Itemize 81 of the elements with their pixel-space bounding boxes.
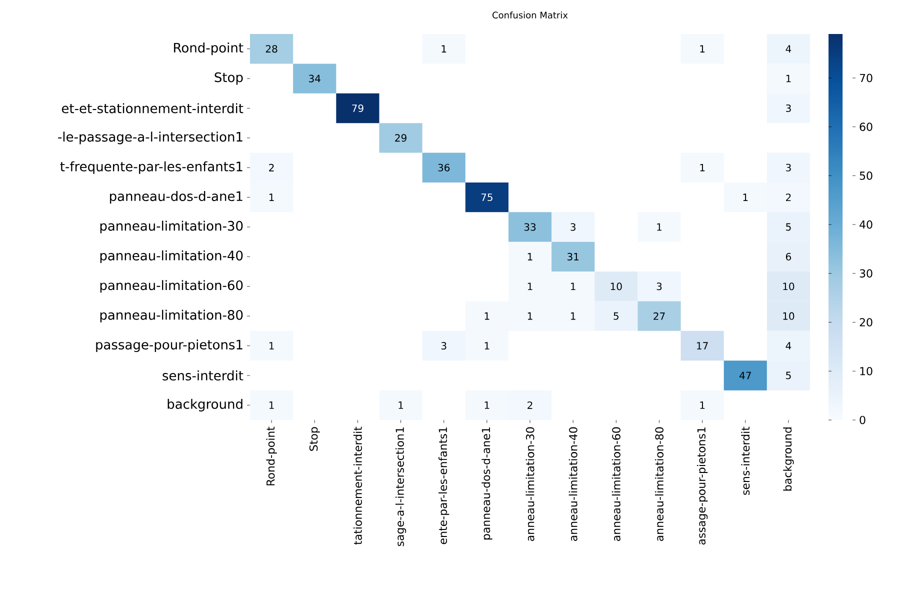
data-label: 1 <box>442 45 446 52</box>
data-label: 5 <box>786 223 791 231</box>
y-tick-label: -le-passage-a-l-intersection1 <box>58 132 242 144</box>
data-label: 1 <box>269 342 274 350</box>
data-label: 27 <box>654 312 665 320</box>
data-label: 4 <box>786 45 792 52</box>
data-label: 3 <box>441 342 446 350</box>
data-label: 36 <box>438 164 450 172</box>
data-label: 47 <box>740 372 751 380</box>
y-tick-label: Stop <box>214 72 243 85</box>
y-tick-label: background <box>168 398 242 412</box>
data-label: 34 <box>309 74 320 82</box>
data-label: 4 <box>786 342 792 350</box>
x-tick-label: ente-par-les-enfants1 <box>438 428 450 544</box>
data-label: 1 <box>743 194 748 201</box>
data-label: 1 <box>570 312 576 320</box>
y-tick-label: panneau-dos-d-ane1 <box>110 191 242 204</box>
data-label: 5 <box>786 372 791 380</box>
x-tick-label: anneau-limitation-60 <box>612 427 620 541</box>
y-tick-label: panneau-limitation-40 <box>100 250 243 263</box>
data-label: 1 <box>528 312 532 320</box>
chart-title: Confusion Matrix <box>492 12 568 18</box>
data-label: 3 <box>786 164 791 172</box>
data-label: 79 <box>352 104 364 112</box>
x-tick-label: tationnement-interdit <box>353 426 362 545</box>
data-label: 2 <box>786 194 791 202</box>
x-tick-label: sage-a-l-intersection1 <box>395 428 406 546</box>
x-tick-label: sens-interdit <box>741 426 750 495</box>
data-label: 28 <box>266 45 278 53</box>
data-label: 1 <box>528 282 532 290</box>
data-label: 1 <box>398 402 404 409</box>
data-label: 1 <box>700 45 705 52</box>
data-label: 1 <box>700 164 705 172</box>
data-label: 31 <box>567 252 579 260</box>
y-tick-label: Rond-point <box>174 42 244 56</box>
data-label: 1 <box>269 402 274 409</box>
data-label: 3 <box>656 282 662 290</box>
y-tick-label: passage-pour-pietons1 <box>96 339 242 352</box>
data-label: 2 <box>269 164 274 172</box>
data-label: 1 <box>269 194 274 201</box>
color-bar-label: 20 <box>860 318 872 326</box>
data-label: 1 <box>484 312 490 320</box>
data-label: 1 <box>570 282 576 290</box>
color-bar-label: 70 <box>860 74 872 82</box>
x-tick-label: background <box>783 428 794 491</box>
color-bar-label: 0 <box>860 416 866 424</box>
y-tick-label: sens-interdit <box>162 370 244 380</box>
data-label: 29 <box>395 134 406 142</box>
data-label: 17 <box>697 342 708 350</box>
data-label: 1 <box>700 402 705 409</box>
color-bar-label: 60 <box>860 122 872 131</box>
y-tick-label: panneau-limitation-60 <box>100 280 243 293</box>
data-label: 6 <box>786 252 792 260</box>
y-tick-label: t-frequente-par-les-enfants1 <box>60 161 242 174</box>
data-label: 3 <box>570 223 576 231</box>
data-label: 5 <box>614 312 618 320</box>
data-label: 1 <box>528 253 532 260</box>
y-tick-label: panneau-limitation-30 <box>100 220 243 234</box>
x-tick-label: anneau-limitation-40 <box>568 427 578 541</box>
x-tick-label: assage-pour-pietons1 <box>696 428 708 545</box>
data-label: 2 <box>528 401 532 409</box>
data-label: 10 <box>783 282 794 290</box>
data-label: 1 <box>484 342 490 350</box>
color-bar-label: 40 <box>860 220 872 229</box>
data-label: 10 <box>783 312 794 320</box>
data-label: 1 <box>484 402 490 409</box>
data-label: 33 <box>524 223 536 231</box>
color-bar-label: 10 <box>860 366 872 376</box>
color-bar-label: 30 <box>860 269 872 278</box>
x-tick-label: anneau-limitation-30 <box>526 427 534 541</box>
data-label: 75 <box>481 194 492 202</box>
x-tick-label: Stop <box>309 427 320 451</box>
x-tick-label: anneau-limitation-80 <box>654 427 664 541</box>
color-bar-label: 50 <box>860 172 872 180</box>
data-label: 1 <box>657 223 662 231</box>
y-tick-label: et-et-stationnement-interdit <box>62 103 244 114</box>
data-label: 3 <box>786 104 791 112</box>
data-label: 10 <box>610 282 622 290</box>
x-tick-label: panneau-dos-d-ane1 <box>482 428 492 540</box>
y-tick-label: panneau-limitation-80 <box>100 310 243 322</box>
data-label: 1 <box>786 74 791 82</box>
